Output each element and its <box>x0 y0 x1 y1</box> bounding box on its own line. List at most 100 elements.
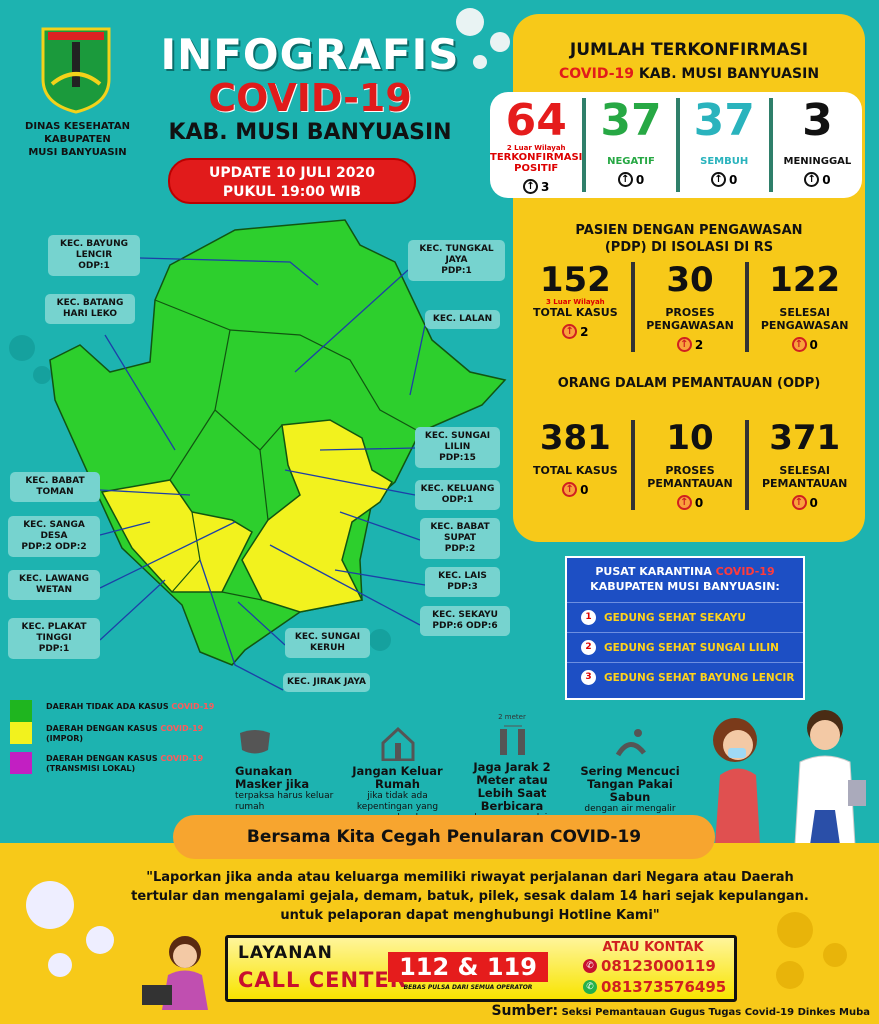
district-name: KEC. SEKAYU <box>432 610 498 620</box>
pdp-stat: 30 PROSES PENGAWASAN ↑ 2 <box>635 262 750 352</box>
arrow-up-icon: ↑ <box>676 495 692 510</box>
stat-label: MENINGGAL <box>783 156 852 167</box>
increase-value: 0 <box>809 495 818 510</box>
confirmed-stat: 37 NEGATIF ↑ 0 <box>586 98 680 192</box>
district-label[interactable]: KEC. SUNGAI LILIN PDP:15 <box>415 427 500 468</box>
district-name: KEC. JIRAK JAYA <box>286 677 367 687</box>
district-name: KEC. BABAT SUPAT <box>430 522 490 543</box>
district-name: KEC. LALAN <box>432 314 493 324</box>
district-label[interactable]: KEC. SUNGAI KERUH <box>285 628 370 658</box>
phone-contact[interactable]: ✆ 08123000119 <box>583 957 716 975</box>
item-label: GEDUNG SEHAT SEKAYU <box>604 611 746 624</box>
district-name: KEC. SUNGAI LILIN <box>424 431 491 452</box>
title-covid: COVID-19 <box>208 76 412 120</box>
quarantine-title-b: KABUPATEN MUSI BANYUASIN: <box>590 580 780 593</box>
update-badge: UPDATE 10 JULI 2020 PUKUL 19:00 WIB <box>168 158 416 204</box>
quarantine-item: 1 GEDUNG SEHAT SEKAYU <box>567 602 803 632</box>
message-line: untuk pelaporan dapat menghubungi Hotlin… <box>280 908 660 923</box>
phone-number: 08123000119 <box>601 957 716 975</box>
legend-swatch <box>10 700 32 722</box>
pdp-stat: 152 3 Luar Wilayah TOTAL KASUS ↑ 2 <box>520 262 635 352</box>
stat-value: 64 <box>505 95 567 146</box>
district-name: KEC. KELUANG <box>420 484 495 494</box>
item-number: 1 <box>581 610 596 625</box>
district-label[interactable]: KEC. BABAT TOMAN <box>10 472 100 502</box>
district-label[interactable]: KEC. JIRAK JAYA <box>283 673 370 692</box>
district-label[interactable]: KEC. KELUANG ODP:1 <box>415 480 500 510</box>
map-region-yellow-east <box>241 419 394 613</box>
stat-increase: ↑ 0 <box>676 495 703 510</box>
district-label[interactable]: KEC. PLAKAT TINGGI PDP:1 <box>8 618 100 659</box>
source-text: Seksi Pemantauan Gugus Tugas Covid-19 Di… <box>561 1007 870 1018</box>
increase-value: 2 <box>580 324 589 339</box>
agency-line: KABUPATEN <box>44 134 111 145</box>
house-icon <box>381 726 414 762</box>
district-label[interactable]: KEC. LAWANG WETAN <box>8 570 100 600</box>
district-info: PDP:1 <box>38 644 70 654</box>
increase-value: 0 <box>809 337 818 352</box>
district-label[interactable]: KEC. LAIS PDP:3 <box>425 567 500 597</box>
whatsapp-number: 081373576495 <box>601 978 727 996</box>
call-center-line2: CALL CENTER <box>238 968 407 992</box>
district-label[interactable]: KEC. BABAT SUPAT PDP:2 <box>420 518 500 559</box>
hotline-number[interactable]: 112 & 119 <box>388 952 548 982</box>
call-center-line1: LAYANAN <box>238 943 333 963</box>
stat-value: 10 <box>666 418 714 458</box>
confirmed-subtitle-red: COVID-19 <box>558 66 634 82</box>
legend-red: COVID-19 <box>160 724 204 733</box>
campaign-banner: Bersama Kita Cegah Penularan COVID-19 <box>173 815 715 859</box>
district-label[interactable]: KEC. BAYUNG LENCIR ODP:1 <box>48 235 140 276</box>
title-regency: KAB. MUSI BANYUASIN <box>168 120 452 145</box>
stat-label: TOTAL KASUS <box>532 306 618 319</box>
tip-item: Gunakan Masker jika terpaksa harus kelua… <box>235 725 335 813</box>
district-name: KEC. SANGA DESA <box>23 520 85 541</box>
source-credit: Sumber: Seksi Pemantauan Gugus Tugas Cov… <box>470 1003 870 1019</box>
tip-bold: Gunakan Masker jika <box>235 764 310 791</box>
virus-icon <box>9 335 391 651</box>
patient-and-doctor-illustration <box>713 710 866 845</box>
arrow-up-icon: ↑ <box>791 337 807 352</box>
district-label[interactable]: KEC. SEKAYU PDP:6 ODP:6 <box>420 606 510 636</box>
stat-value: 122 <box>769 260 841 300</box>
confirmed-title: JUMLAH TERKONFIRMASI <box>569 40 809 60</box>
stat-increase: ↑ 3 <box>523 179 549 194</box>
district-map <box>49 219 507 691</box>
whatsapp-contact[interactable]: ✆ 081373576495 <box>583 978 726 996</box>
increase-value: 0 <box>729 172 738 187</box>
agency-line: DINAS KESEHATAN <box>25 121 130 132</box>
stat-increase: ↑ 0 <box>711 172 737 187</box>
stat-value: 371 <box>769 418 841 458</box>
district-info: ODP:1 <box>78 261 110 271</box>
confirmed-stat: 37 SEMBUH ↑ 0 <box>680 98 773 192</box>
pdp-title-line: (PDP) DI ISOLASI DI RS <box>604 240 774 255</box>
mask-icon <box>240 730 270 754</box>
odp-stat: 381 TOTAL KASUS ↑ 0 <box>520 420 635 510</box>
district-name: KEC. SUNGAI KERUH <box>294 632 361 653</box>
quarantine-title-a: PUSAT KARANTINA <box>595 565 712 578</box>
confirmed-subtitle-rest: KAB. MUSI BANYUASIN <box>638 66 820 82</box>
title-infografis: INFOGRAFIS <box>160 30 460 79</box>
tip-item: 2 meter Jaga Jarak 2 Meter atau Lebih Sa… <box>458 713 566 824</box>
increase-value: 0 <box>580 482 589 497</box>
district-label[interactable]: KEC. LALAN <box>425 310 500 329</box>
call-operator-illustration <box>142 936 208 1010</box>
map-region-yellow-west <box>100 479 253 593</box>
arrow-up-icon: ↑ <box>562 482 578 497</box>
quarantine-list: 1 GEDUNG SEHAT SEKAYU 2 GEDUNG SEHAT SUNGAI… <box>567 602 803 692</box>
district-info: PDP:2 <box>444 544 476 554</box>
district-label[interactable]: KEC. SANGA DESA PDP:2 ODP:2 <box>8 516 100 557</box>
odp-title: ORANG DALAM PEMANTAUAN (ODP) <box>557 376 821 391</box>
quarantine-item: 2 GEDUNG SEHAT SUNGAI LILIN <box>567 632 803 662</box>
stat-value: 3 <box>802 95 833 146</box>
doctor-icon <box>794 710 866 845</box>
phone-icon: ✆ <box>583 959 597 973</box>
stat-label: TOTAL KASUS <box>532 464 618 477</box>
district-label[interactable]: KEC. TUNGKAL JAYA PDP:1 <box>408 240 505 281</box>
virus-icon <box>26 881 114 977</box>
stat-label: PROSES PEMANTAUAN <box>647 464 733 490</box>
district-label[interactable]: KEC. BATANG HARI LEKO <box>45 294 135 324</box>
stat-label: SEMBUH <box>700 156 749 167</box>
arrow-up-icon: ↑ <box>617 172 633 187</box>
stat-value: 152 <box>539 260 611 300</box>
